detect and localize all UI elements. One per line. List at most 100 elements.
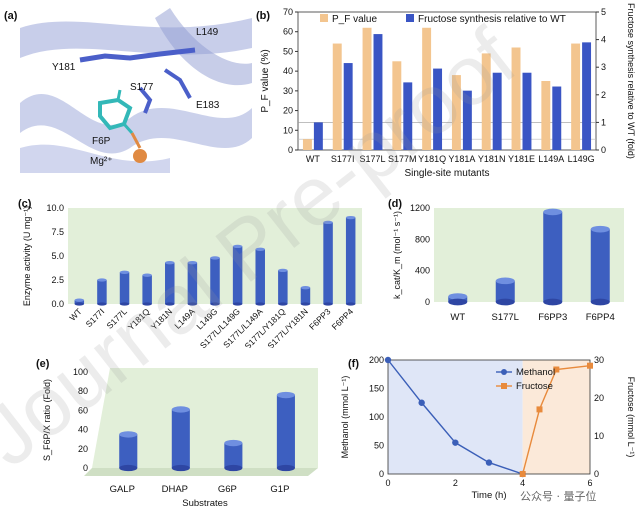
x-tick-label: Y181Q xyxy=(418,154,446,164)
bar-fructose-S177M xyxy=(403,82,413,150)
bar-S177L-top xyxy=(495,277,515,285)
bar-S177I-top xyxy=(97,278,107,282)
plot-frame xyxy=(297,11,597,151)
bar-S177L/L149G-top xyxy=(232,244,243,249)
y-tick-label: 40 xyxy=(78,425,88,435)
y-tick-label: 800 xyxy=(415,234,430,244)
bar-F6PP3 xyxy=(323,222,333,304)
x-tick-label: S177L xyxy=(492,312,519,323)
bar-S177L-base xyxy=(495,298,515,306)
x-tick-label: F6PP4 xyxy=(330,306,356,332)
y-tick-label: 20 xyxy=(283,106,293,116)
bar-Y181Q-base xyxy=(142,302,152,306)
label-s177: S177 xyxy=(130,82,154,93)
bar-pf-S177L xyxy=(362,27,372,150)
point-methanol xyxy=(452,439,459,446)
y2-tick-label: 30 xyxy=(594,355,604,365)
x-tick-label: S177L xyxy=(104,306,129,331)
point-fructose xyxy=(587,362,593,369)
x-tick-label: G6P xyxy=(218,484,237,495)
x-tick-label: F6PP3 xyxy=(307,306,333,332)
bar-S177L/L149A xyxy=(255,249,265,304)
y2-tick-label: 2 xyxy=(601,90,606,100)
bar-pf-WT xyxy=(302,139,312,150)
bar-L149A-top xyxy=(187,261,198,265)
y-axis-label: P_F value (%) xyxy=(260,49,271,112)
x-tick-label: WT xyxy=(67,306,83,322)
bar-S177L-top xyxy=(119,270,130,274)
y-axis-label: Methanol (mmol L⁻¹) xyxy=(340,376,350,459)
bar-S177L xyxy=(119,272,130,304)
bar-fructose-S177I xyxy=(343,63,353,151)
y-tick-label: 60 xyxy=(283,27,293,37)
bar-L149A-base xyxy=(187,302,198,306)
y-tick-label: 60 xyxy=(78,405,88,415)
bar-F6PP4-top xyxy=(590,225,610,233)
y-tick-label: 70 xyxy=(283,7,293,17)
bar-G1P-top xyxy=(276,391,295,399)
bar-WT xyxy=(74,300,85,304)
y-tick-label: 100 xyxy=(73,367,88,377)
x-tick-label: L149A xyxy=(172,306,197,331)
y-tick-label: 400 xyxy=(415,266,430,276)
bar-G6P-base xyxy=(224,464,243,472)
bar-fructose-L149G xyxy=(582,42,592,150)
y-tick-label: 50 xyxy=(374,441,384,451)
bar-pf-S177M xyxy=(392,61,402,150)
bar-S177L-base xyxy=(119,302,130,306)
point-methanol xyxy=(384,356,392,364)
bar-F6PP3 xyxy=(543,211,563,302)
y-tick-label: 0 xyxy=(288,145,293,155)
legend-swatch-pf xyxy=(320,14,328,22)
bar-S177I xyxy=(97,280,107,304)
x-tick-label: Y181A xyxy=(448,154,475,164)
bar-GALP xyxy=(119,434,138,468)
y-tick-label: 10.0 xyxy=(46,203,64,213)
bar-Y181Q xyxy=(142,275,152,304)
bar-L149G-base xyxy=(210,302,220,306)
bar-Y181N xyxy=(165,262,175,304)
bar-DHAP xyxy=(171,409,190,468)
y-tick-label: 100 xyxy=(369,412,384,422)
legend-label-fructose: Fructose xyxy=(516,381,553,392)
x-tick-label: 6 xyxy=(587,478,592,488)
y-tick-label: 1200 xyxy=(410,203,430,213)
point-fructose xyxy=(553,366,560,373)
bar-S177L/Y181N-top xyxy=(300,286,311,290)
y2-tick-label: 20 xyxy=(594,393,604,403)
x-tick-label: GALP xyxy=(110,484,135,495)
bar-F6PP4 xyxy=(345,217,356,304)
point-fructose xyxy=(519,471,526,477)
bar-GALP-top xyxy=(119,431,138,438)
bar-fructose-S177L xyxy=(373,34,383,150)
legend-marker-methanol xyxy=(501,369,507,375)
panel-a-structure: L149 Y181 S177 E183 F6P Mg²⁺ xyxy=(20,8,252,173)
panel-label-c: (c) xyxy=(18,198,32,210)
y-tick-label: 50 xyxy=(283,46,293,56)
legend-label-methanol: Methanol xyxy=(516,367,555,378)
bar-L149A xyxy=(187,262,198,304)
x-tick-label: F6PP4 xyxy=(586,312,615,323)
legend-label-fructose: Fructose synthesis relative to WT xyxy=(418,14,566,25)
y2-tick-label: 0 xyxy=(601,145,606,155)
bar-pf-Y181Q xyxy=(422,27,432,150)
bar-S177L/Y181Q-top xyxy=(278,268,288,273)
x-tick-label: 2 xyxy=(453,478,458,488)
bar-S177L/L149G xyxy=(232,246,243,304)
y2-tick-label: 3 xyxy=(601,62,606,72)
bar-fructose-Y181E xyxy=(522,72,532,150)
bar-WT-top xyxy=(448,293,468,300)
label-y181: Y181 xyxy=(52,62,76,73)
y-axis-label: Enzyme activity (U mg⁻¹) xyxy=(22,206,32,306)
x-axis-label: Single-site mutants xyxy=(404,168,489,179)
structure-image: L149 Y181 S177 E183 F6P Mg²⁺ xyxy=(20,8,252,173)
y-tick-label: 20 xyxy=(78,444,88,454)
bar-GALP-base xyxy=(119,464,138,472)
bar-fructose-WT xyxy=(313,122,323,150)
x-tick-label: Y181N xyxy=(478,154,506,164)
panel-label-d: (d) xyxy=(388,198,403,210)
x-tick-label: 4 xyxy=(520,478,525,488)
x-tick-label: WT xyxy=(306,154,320,164)
y-tick-label: 40 xyxy=(283,66,293,76)
